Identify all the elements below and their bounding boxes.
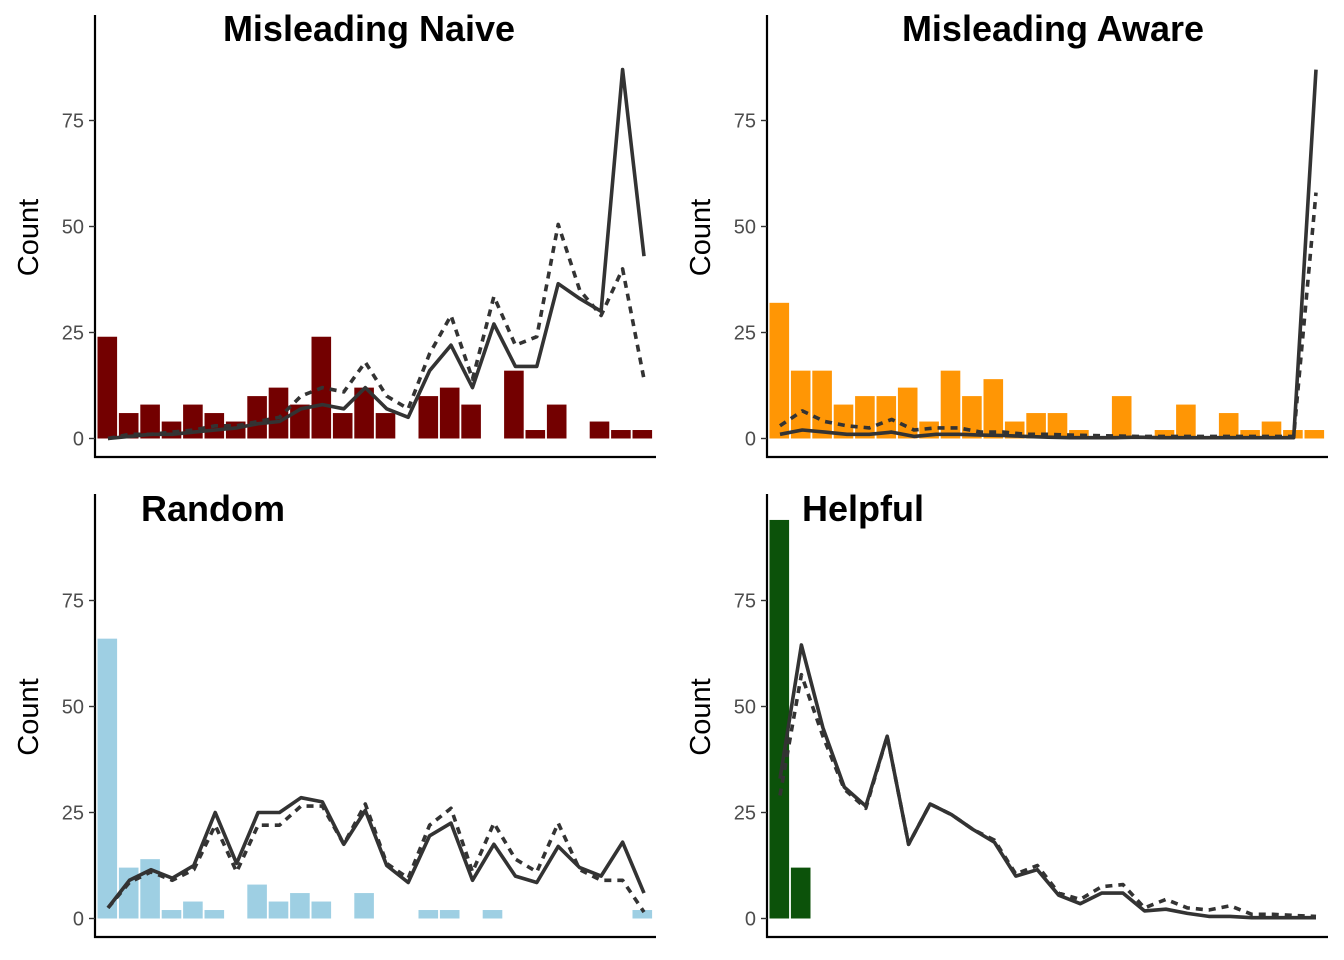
series-line-solid: [107, 67, 646, 441]
bar: [632, 910, 653, 919]
bars: [769, 302, 1325, 439]
bar: [1154, 430, 1175, 439]
bar: [418, 396, 439, 439]
bar: [375, 413, 396, 439]
panel-title: Misleading Aware: [902, 8, 1204, 49]
y-tick-label: 0: [745, 429, 756, 451]
bar: [332, 413, 353, 439]
y-axis-label: Count: [685, 199, 717, 276]
lines: [778, 643, 1317, 920]
bar: [97, 336, 118, 439]
bar: [118, 867, 139, 919]
y-axis-label: Count: [13, 199, 45, 276]
bar: [161, 910, 182, 919]
bar: [118, 413, 139, 439]
bar: [247, 396, 267, 439]
bar: [632, 430, 653, 439]
y-tick-label: 0: [745, 909, 756, 931]
bar: [1111, 396, 1132, 439]
bar: [461, 404, 481, 439]
bar: [790, 370, 811, 439]
series-line-dashed: [778, 672, 1317, 919]
bar: [268, 901, 289, 919]
bar: [769, 302, 790, 439]
series-line-dashed: [106, 802, 646, 914]
bar: [183, 901, 203, 919]
series-line-solid: [778, 643, 1316, 920]
bar: [140, 859, 160, 919]
lines: [107, 67, 646, 441]
bar: [812, 370, 832, 439]
bar: [790, 867, 811, 919]
y-tick-label: 75: [62, 111, 84, 133]
y-tick-label: 50: [734, 217, 756, 239]
y-axis-label: Count: [13, 678, 45, 755]
bar: [290, 893, 310, 919]
bar: [247, 884, 267, 919]
y-axis-label: Count: [685, 678, 717, 755]
y-tick-label: 0: [73, 909, 84, 931]
bar: [769, 519, 790, 919]
bar: [204, 910, 225, 919]
panel-1: 0 25 50 75 Count Misleading Aware: [685, 8, 1328, 459]
y-tick-label: 25: [62, 803, 84, 825]
bar: [97, 638, 118, 919]
panel-title: Helpful: [802, 488, 924, 529]
series-line-dashed: [778, 192, 1318, 439]
bar: [439, 910, 460, 919]
bar: [611, 430, 631, 439]
bars: [97, 336, 653, 439]
y-tick-label: 25: [62, 323, 84, 345]
lines: [778, 69, 1318, 440]
series-line-solid: [779, 69, 1318, 440]
y-tick-label: 25: [734, 323, 756, 345]
bars: [769, 519, 811, 919]
bar: [140, 404, 160, 439]
bar: [354, 893, 374, 919]
y-tick-label: 50: [734, 697, 756, 719]
bar: [876, 396, 897, 439]
lines: [106, 795, 646, 914]
series-line-solid: [106, 795, 646, 910]
bar: [589, 421, 610, 439]
bar: [268, 387, 289, 439]
bar: [1069, 430, 1089, 439]
bar: [504, 370, 524, 439]
series-line-dashed: [107, 222, 646, 441]
bar: [525, 430, 546, 439]
panel-title: Misleading Naive: [223, 8, 515, 49]
bar: [940, 370, 961, 439]
bar: [1261, 421, 1282, 439]
bar: [983, 379, 1004, 439]
bar: [1026, 413, 1046, 439]
y-tick-label: 25: [734, 803, 756, 825]
bar: [1218, 413, 1239, 439]
panel-2: 0 25 50 75 Count Random: [13, 488, 656, 939]
panel-0: 0 25 50 75 Count Misleading Naive: [13, 8, 656, 459]
y-tick-label: 50: [62, 697, 84, 719]
bar: [354, 387, 374, 439]
bar: [418, 910, 439, 919]
panel-title: Random: [141, 488, 285, 529]
y-tick-label: 75: [734, 591, 756, 613]
bar: [1047, 413, 1068, 439]
bar: [833, 404, 854, 439]
y-tick-label: 50: [62, 217, 84, 239]
bar: [855, 396, 875, 439]
bar: [482, 910, 503, 919]
bar: [1176, 404, 1196, 439]
bar: [1240, 430, 1260, 439]
bar: [439, 387, 460, 439]
bars: [97, 638, 653, 919]
bar: [311, 901, 332, 919]
y-tick-label: 0: [73, 429, 84, 451]
y-tick-label: 75: [734, 111, 756, 133]
bar: [546, 404, 567, 439]
panel-3: 0 25 50 75 Count Helpful: [685, 488, 1328, 939]
bar: [1304, 430, 1325, 439]
y-tick-label: 75: [62, 591, 84, 613]
